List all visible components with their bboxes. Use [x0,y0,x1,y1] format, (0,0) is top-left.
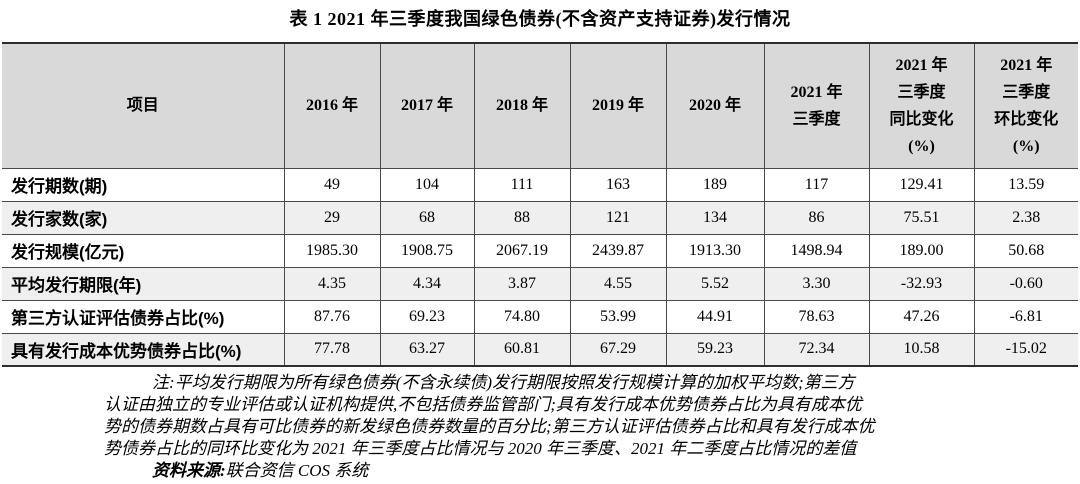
cell-value: 4.55 [569,266,667,301]
cell-value: 189.00 [868,233,975,268]
cell-value: 1498.94 [763,233,870,268]
cell-value: -0.60 [973,266,1078,301]
column-header-5: 2020 年 [665,42,765,169]
cell-value: 129.41 [868,167,975,202]
cell-value: 69.23 [379,299,475,334]
row-label: 发行规模(亿元) [2,233,285,268]
table-row: 发行家数(家) 29 68 88 121 134 86 75.51 2.38 [2,200,1078,235]
cell-value: -15.02 [973,332,1078,367]
cell-value: 189 [665,167,765,202]
table-row: 具有发行成本优势债券占比(%) 77.78 63.27 60.81 67.29 59.23… [2,332,1078,367]
cell-value: -6.81 [973,299,1078,334]
cell-value: 87.76 [283,299,381,334]
row-label: 具有发行成本优势债券占比(%) [2,332,285,367]
cell-value: 163 [569,167,667,202]
source-line: 资料来源:联合资信 COS 系统 [104,460,944,482]
cell-value: 13.59 [973,167,1078,202]
cell-value: 3.87 [473,266,571,301]
row-label: 发行期数(期) [2,167,285,202]
cell-value: 72.34 [763,332,870,367]
cell-value: 111 [473,167,571,202]
cell-value: 2067.19 [473,233,571,268]
cell-value: 63.27 [379,332,475,367]
source-text: 联合资信 COS 系统 [225,461,369,480]
table-caption: 表 1 2021 年三季度我国绿色债券(不含资产支持证券)发行情况 [289,9,791,29]
cell-value: 121 [569,200,667,235]
cell-value: 77.78 [283,332,381,367]
green-bond-issuance-table: 项目 2016 年 2017 年 2018 年 2019 年 2020 年 2021 年三季… [2,42,1078,367]
cell-value: 1913.30 [665,233,765,268]
cell-value: 74.80 [473,299,571,334]
cell-value: 1985.30 [283,233,381,268]
cell-value: 117 [763,167,870,202]
column-header-6: 2021 年三季度 [763,42,870,169]
note-line: 势的债券期数占具有可比债券的新发绿色债券数量的百分比;第三方认证评估债券占比和具… [104,417,875,436]
cell-value: 44.91 [665,299,765,334]
note-line: 认证由独立的专业评估或认证机构提供,不包括债券监管部门;具有发行成本优势债券占比… [104,395,862,414]
note-line: 注:平均发行期限为所有绿色债券(不含永续债)发行期限按照发行规模计算的加权平均数… [152,373,855,392]
cell-value: 88 [473,200,571,235]
cell-value: 50.68 [973,233,1078,268]
column-header-2: 2017 年 [379,42,475,169]
cell-value: 67.29 [569,332,667,367]
table-row: 发行期数(期) 49 104 111 163 189 117 129.41 13.59 [2,167,1078,202]
cell-value: 68 [379,200,475,235]
cell-value: 59.23 [665,332,765,367]
cell-value: 4.34 [379,266,475,301]
cell-value: 86 [763,200,870,235]
cell-value: 53.99 [569,299,667,334]
cell-value: 3.30 [763,266,870,301]
column-header-8: 2021 年三季度 环比变化 (%) [973,42,1078,169]
cell-value: 4.35 [283,266,381,301]
column-header-0: 项目 [2,42,285,169]
table-notes: 注:平均发行期限为所有绿色债券(不含永续债)发行期限按照发行规模计算的加权平均数… [104,372,944,482]
row-label: 第三方认证评估债券占比(%) [2,299,285,334]
column-header-1: 2016 年 [283,42,381,169]
row-label: 发行家数(家) [2,200,285,235]
cell-value: 5.52 [665,266,765,301]
row-label: 平均发行期限(年) [2,266,285,301]
cell-value: 75.51 [868,200,975,235]
cell-value: -32.93 [868,266,975,301]
column-header-4: 2019 年 [569,42,667,169]
cell-value: 2439.87 [569,233,667,268]
cell-value: 104 [379,167,475,202]
note-paragraph: 注:平均发行期限为所有绿色债券(不含永续债)发行期限按照发行规模计算的加权平均数… [104,372,944,460]
table-row: 第三方认证评估债券占比(%) 87.76 69.23 74.80 53.99 44.91 7… [2,299,1078,334]
cell-value: 49 [283,167,381,202]
column-header-7: 2021 年三季度 同比变化 (%) [868,42,975,169]
table-row: 发行规模(亿元) 1985.30 1908.75 2067.19 2439.87 1913… [2,233,1078,268]
cell-value: 60.81 [473,332,571,367]
note-line: 势债券占比的同环比变化为 2021 年三季度占比情况与 2020 年三季度、20… [104,439,857,458]
cell-value: 2.38 [973,200,1078,235]
cell-value: 10.58 [868,332,975,367]
cell-value: 29 [283,200,381,235]
cell-value: 47.26 [868,299,975,334]
table-header-row: 项目 2016 年 2017 年 2018 年 2019 年 2020 年 2021 年三季… [2,42,1078,169]
column-header-3: 2018 年 [473,42,571,169]
table-row: 平均发行期限(年) 4.35 4.34 3.87 4.55 5.52 3.30 -32.93-… [2,266,1078,301]
cell-value: 1908.75 [379,233,475,268]
cell-value: 78.63 [763,299,870,334]
cell-value: 134 [665,200,765,235]
source-label: 资料来源: [152,461,226,480]
